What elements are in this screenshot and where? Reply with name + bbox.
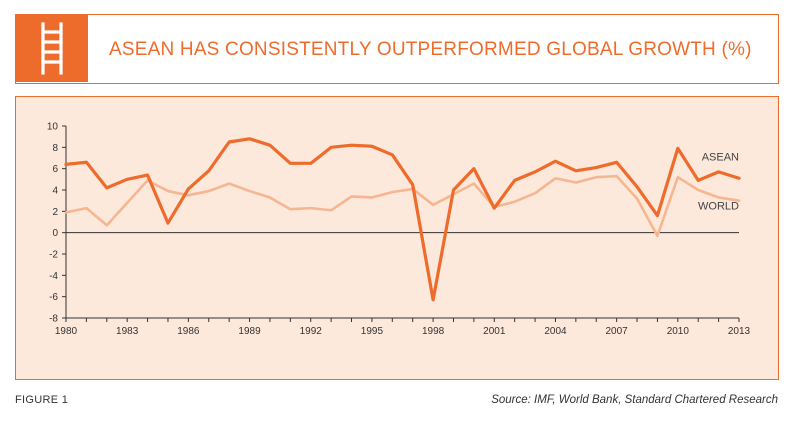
series-label-world: WORLD xyxy=(698,201,739,213)
x-tick-label: 2007 xyxy=(606,326,629,337)
x-tick-label: 1986 xyxy=(177,326,200,337)
source-note: Source: IMF, World Bank, Standard Charte… xyxy=(491,394,778,406)
ladder-icon xyxy=(41,22,63,75)
y-tick-label: -2 xyxy=(49,250,58,261)
chart-header: ASEAN HAS CONSISTENTLY OUTPERFORMED GLOB… xyxy=(15,14,779,84)
series-line-world xyxy=(64,174,741,238)
x-tick-label: 1995 xyxy=(361,326,384,337)
x-tick-label: 1992 xyxy=(300,326,323,337)
x-tick-label: 2004 xyxy=(544,326,567,337)
y-tick-label: 2 xyxy=(52,207,58,218)
x-tick-label: 2001 xyxy=(483,326,506,337)
x-tick-label: 2013 xyxy=(728,326,751,337)
figure-label: FIGURE 1 xyxy=(15,394,69,406)
y-tick-label: -8 xyxy=(49,314,58,325)
series-line-asean xyxy=(64,137,741,302)
y-tick-label: 8 xyxy=(52,143,58,154)
y-tick-label: -4 xyxy=(49,271,58,282)
chart-title: ASEAN HAS CONSISTENTLY OUTPERFORMED GLOB… xyxy=(109,39,752,60)
series-label-asean: ASEAN xyxy=(702,151,739,163)
y-tick-label: -6 xyxy=(49,292,58,303)
x-tick-label: 1989 xyxy=(238,326,261,337)
y-tick-label: 4 xyxy=(52,186,58,197)
y-tick-label: 6 xyxy=(52,164,58,175)
y-tick-label: 0 xyxy=(52,228,58,239)
header-icon-block xyxy=(16,15,88,82)
x-tick-label: 1983 xyxy=(116,326,139,337)
x-tick-label: 2010 xyxy=(667,326,690,337)
x-tick-label: 1980 xyxy=(55,326,78,337)
chart-panel: 10 8 6 4 2 0 -2 -4 -6 -8 1980 1983 1986 1989 1992 1995 1… xyxy=(15,96,779,380)
y-tick-label: 10 xyxy=(47,122,59,133)
x-tick-label: 1998 xyxy=(422,326,445,337)
